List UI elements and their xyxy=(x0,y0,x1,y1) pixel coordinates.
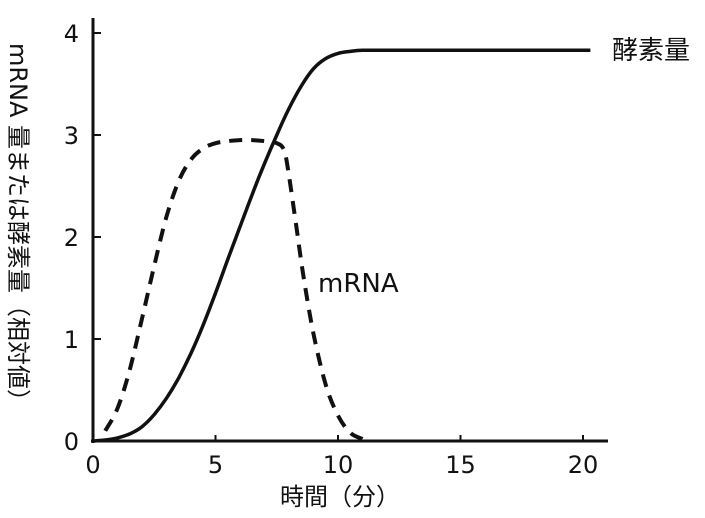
y-axis-title: mRNA 量または酵素量（相対値） xyxy=(4,43,32,413)
x-tick-label: 15 xyxy=(445,451,476,479)
y-ticks: 0 1 2 3 4 xyxy=(64,20,101,456)
x-tick-label: 0 xyxy=(85,451,100,479)
x-tick-label: 10 xyxy=(323,451,354,479)
series-line-mrna xyxy=(103,137,364,441)
y-tick-label: 1 xyxy=(64,326,79,354)
y-tick-label: 0 xyxy=(64,428,79,456)
series-label-mrna: mRNA xyxy=(318,269,399,299)
x-axis-title: 時間（分） xyxy=(280,483,400,511)
series-line-enzyme xyxy=(92,48,591,443)
series-layer xyxy=(92,48,591,443)
series-label-enzyme: 酵素量 xyxy=(612,36,690,66)
x-tick-label: 5 xyxy=(208,451,223,479)
y-tick-label: 4 xyxy=(64,20,79,48)
x-ticks: 0 5 10 15 20 xyxy=(85,435,598,479)
y-tick-label: 2 xyxy=(64,224,79,252)
y-tick-label: 3 xyxy=(64,122,79,150)
x-tick-label: 20 xyxy=(568,451,599,479)
